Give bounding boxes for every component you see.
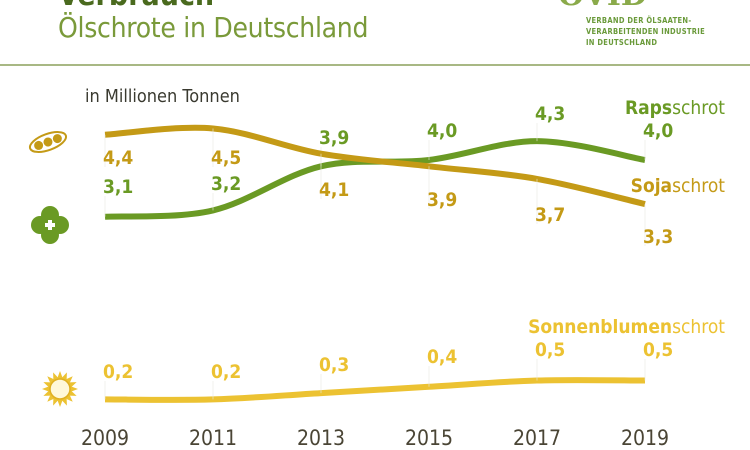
chart-title: Verbrauch: [58, 0, 214, 13]
ovid-logo: OVID: [558, 0, 647, 13]
data-label: 4,0: [643, 120, 673, 142]
data-label: 3,2: [211, 173, 241, 195]
data-label: 3,3: [643, 226, 673, 248]
data-label: 0,4: [427, 346, 457, 368]
logo-line: IN DEUTSCHLAND: [586, 38, 658, 47]
soybean-pod-icon: [28, 131, 68, 153]
data-label: 3,7: [535, 204, 565, 226]
x-tick-label: 2019: [621, 426, 669, 450]
rapeseed-flower-icon: [31, 206, 69, 244]
series-name: Sojaschrot: [631, 175, 726, 197]
logo-line: VERBAND DER ÖLSAATEN-: [586, 16, 692, 25]
series-sojaschrot: 4,4 4,5 4,1 3,9 3,7 3,3 Sojaschrot: [103, 124, 726, 248]
x-tick-label: 2013: [297, 426, 345, 450]
data-label: 0,2: [103, 361, 133, 383]
data-label: 3,1: [103, 176, 133, 198]
series-line: [104, 377, 646, 403]
x-tick-label: 2011: [189, 426, 237, 450]
data-label: 0,5: [535, 339, 565, 361]
chart-subtitle: Ölschrote in Deutschland: [58, 11, 369, 44]
data-label: 4,5: [211, 147, 241, 169]
sunflower-icon: [42, 371, 78, 407]
data-label: 4,3: [535, 103, 565, 125]
data-label: 0,3: [319, 354, 349, 376]
data-label: 3,9: [427, 189, 457, 211]
series-name: Rapsschrot: [625, 97, 725, 119]
series-name: Sonnenblumenschrot: [528, 316, 725, 338]
logo-line: VERARBEITENDEN INDUSTRIE: [586, 27, 705, 36]
data-label: 4,1: [319, 179, 349, 201]
logo-text: VERBAND DER ÖLSAATEN- VERARBEITENDEN IND…: [586, 15, 705, 48]
x-tick-label: 2017: [513, 426, 561, 450]
data-label: 0,2: [211, 361, 241, 383]
x-tick-label: 2009: [81, 426, 129, 450]
data-label: 4,0: [427, 120, 457, 142]
y-axis-unit-label: in Millionen Tonnen: [85, 86, 240, 107]
series-line: [104, 124, 646, 208]
data-label: 4,4: [103, 147, 133, 169]
data-label: 0,5: [643, 339, 673, 361]
data-label: 3,9: [319, 127, 349, 149]
header-divider: [0, 64, 750, 66]
x-tick-label: 2015: [405, 426, 453, 450]
